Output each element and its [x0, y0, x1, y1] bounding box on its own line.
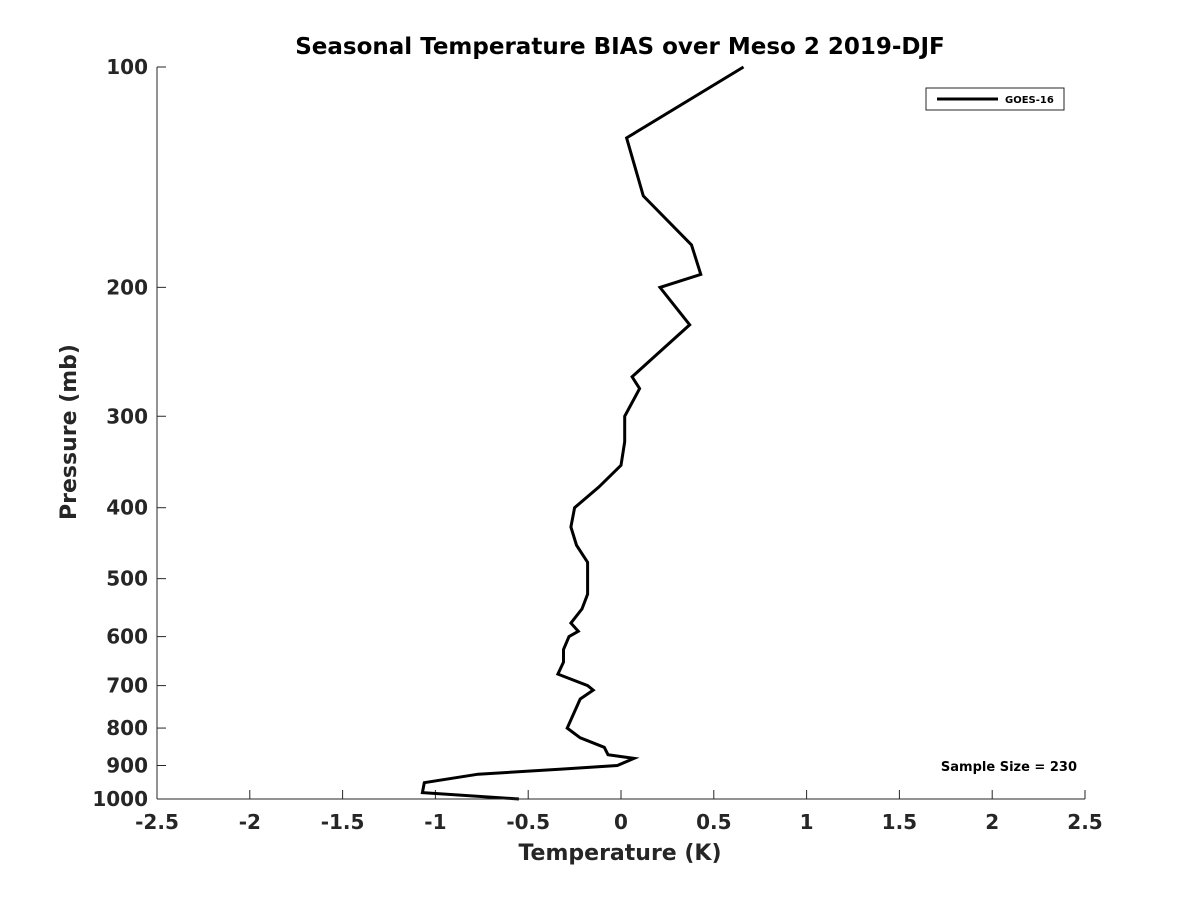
- y-tick-label: 100: [106, 55, 148, 79]
- y-tick-label: 1000: [92, 787, 148, 811]
- legend-label: GOES-16: [1005, 95, 1054, 106]
- series-layer: [420, 65, 745, 801]
- y-tick-label: 600: [106, 625, 148, 649]
- x-axis: -2.5 -2 -1.5 -1 -0.5 0 0.5 1 1.5 2 2.5: [135, 790, 1103, 834]
- y-tick-label: 400: [106, 496, 148, 520]
- x-tick-label: 1: [800, 810, 814, 834]
- x-tick-label: -1.5: [321, 810, 365, 834]
- plot-area: [157, 67, 1085, 799]
- x-tick-label: -1: [424, 810, 446, 834]
- y-tick-label: 300: [106, 404, 148, 428]
- x-tick-label: 0.5: [696, 810, 731, 834]
- x-tick-label: -2.5: [135, 810, 179, 834]
- y-tick-label: 900: [106, 754, 148, 778]
- y-tick-label: 500: [106, 567, 148, 591]
- x-tick-label: -0.5: [506, 810, 550, 834]
- x-tick-label: 2: [985, 810, 999, 834]
- y-axis-label: Pressure (mb): [57, 344, 82, 520]
- y-tick-label: 200: [106, 275, 148, 299]
- x-axis-label: Temperature (K): [518, 841, 721, 866]
- y-axis: 100 200 300 400 500 600 700 800 900 1000: [92, 55, 166, 811]
- legend: GOES-16: [925, 87, 1065, 111]
- chart-title: Seasonal Temperature BIAS over Meso 2 20…: [295, 34, 945, 60]
- y-tick-label: 700: [106, 674, 148, 698]
- x-tick-label: 2.5: [1067, 810, 1102, 834]
- x-tick-label: 0: [614, 810, 628, 834]
- series-line-goes-16: [420, 65, 745, 801]
- x-tick-label: 1.5: [882, 810, 917, 834]
- y-tick-label: 800: [106, 716, 148, 740]
- sample-size-annotation: Sample Size = 230: [941, 760, 1077, 775]
- x-tick-label: -2: [239, 810, 261, 834]
